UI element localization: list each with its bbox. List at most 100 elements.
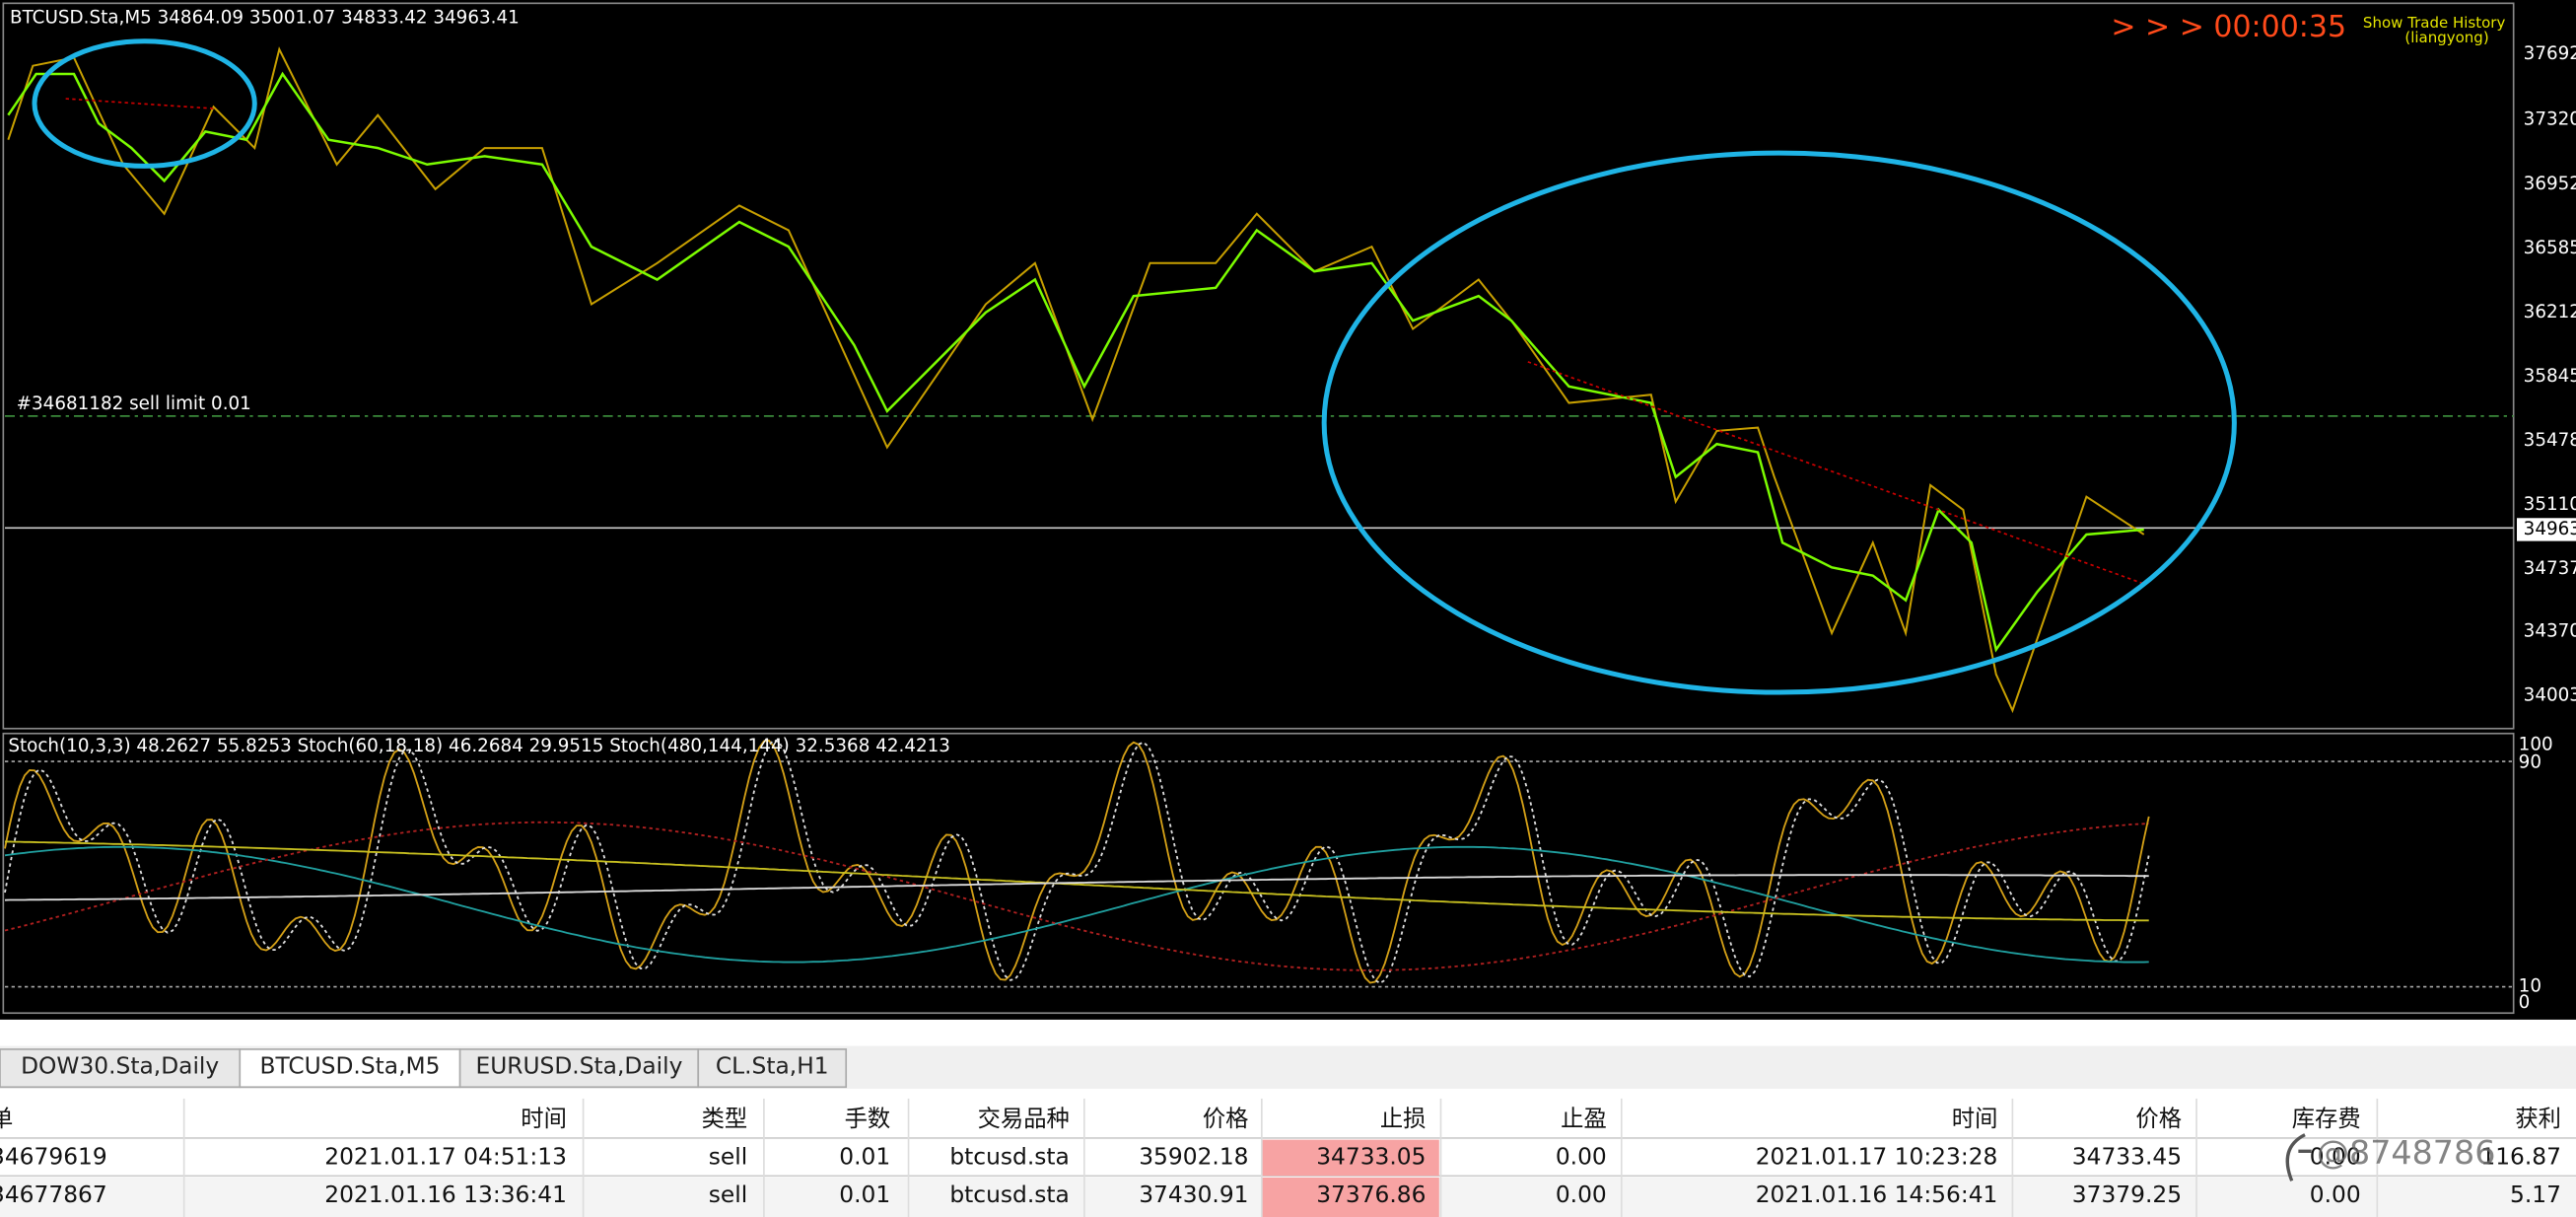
price-label: 36585 bbox=[2524, 238, 2576, 258]
cell: 2021.01.16 14:56:41 bbox=[1756, 1181, 1998, 1208]
price-label: 34737 bbox=[2524, 558, 2576, 579]
column-header: 时间 bbox=[521, 1105, 567, 1132]
symbol-info: BTCUSD.Sta,M5 34864.09 35001.07 34833.42… bbox=[10, 7, 520, 28]
tab-label[interactable]: EURUSD.Sta,Daily bbox=[475, 1052, 682, 1080]
stoch-line bbox=[4, 739, 2150, 984]
cell: 116.87 bbox=[2480, 1142, 2561, 1170]
price-label: 36212 bbox=[2524, 302, 2576, 322]
stoch-line bbox=[4, 874, 2149, 901]
time-label: 17 Jan 06:05 bbox=[1644, 1021, 1759, 1041]
time-label: 17 Jan 04:45 bbox=[1518, 1021, 1633, 1041]
time-label: 17 Jan 00:45 bbox=[1139, 1021, 1253, 1041]
column-header: 价格 bbox=[2135, 1105, 2182, 1132]
cell: 2021.01.17 04:51:13 bbox=[324, 1142, 567, 1170]
price-label: 35110 bbox=[2524, 494, 2576, 515]
price-label: 34370 bbox=[2524, 620, 2576, 641]
cell: 2021.01.17 10:23:28 bbox=[1756, 1142, 1998, 1170]
column-header: 单 bbox=[0, 1105, 13, 1132]
cell: 2021.01.16 13:36:41 bbox=[324, 1181, 567, 1208]
time-label: 16 Jan 19:25 bbox=[634, 1021, 748, 1041]
tab[interactable] bbox=[239, 1048, 461, 1089]
column-header: 价格 bbox=[1203, 1105, 1249, 1132]
cell: 0.00 bbox=[1556, 1142, 1607, 1170]
time-label: 17 Jan 02:05 bbox=[1265, 1021, 1379, 1041]
tab[interactable] bbox=[458, 1048, 700, 1089]
stoch-line bbox=[4, 739, 2150, 984]
tab-label[interactable]: BTCUSD.Sta,M5 bbox=[259, 1052, 440, 1080]
time-label: 17 Jan 10:05 bbox=[2023, 1021, 2137, 1041]
time-label: 17 Jan 07:25 bbox=[1771, 1021, 1885, 1041]
time-label: 16 Jan 2021 bbox=[3, 1021, 111, 1041]
price-label: 36952 bbox=[2524, 174, 2576, 194]
time-label: 16 Jan 22:05 bbox=[886, 1021, 1001, 1041]
tab-label[interactable]: DOW30.Sta,Daily bbox=[21, 1052, 219, 1080]
time-label: 16 Jan 20:45 bbox=[760, 1021, 874, 1041]
watermark: @8748786 bbox=[2317, 1133, 2496, 1172]
cell: sell bbox=[709, 1142, 747, 1170]
price-label: 37320 bbox=[2524, 109, 2576, 130]
stoch-line bbox=[4, 840, 2149, 922]
chart-bg bbox=[0, 0, 2576, 1020]
price-label: 35845 bbox=[2524, 366, 2576, 387]
cell: 34679619 bbox=[0, 1142, 107, 1170]
cell: 34733.45 bbox=[2072, 1142, 2182, 1170]
cell: 5.17 bbox=[2510, 1181, 2561, 1208]
column-header: 止盈 bbox=[1561, 1105, 1607, 1132]
column-header: 止损 bbox=[1380, 1105, 1427, 1132]
main-frame bbox=[2, 2, 2515, 730]
current-price-box bbox=[2517, 518, 2576, 541]
cell: 0.01 bbox=[839, 1181, 890, 1208]
highlight-ellipse bbox=[1321, 150, 2237, 695]
history-link[interactable]: Show Trade History bbox=[2363, 14, 2506, 32]
cell: 0.00 bbox=[2310, 1142, 2361, 1170]
table-header bbox=[0, 1098, 2576, 1138]
watermark-logo bbox=[2285, 1133, 2312, 1181]
stoch-line bbox=[4, 821, 2149, 971]
level-label: 100 bbox=[2519, 734, 2553, 754]
timer: > > > 00:00:35 bbox=[2111, 10, 2346, 44]
sl-cell bbox=[1261, 1177, 1439, 1217]
sl-cell bbox=[1261, 1139, 1439, 1177]
column-header: 时间 bbox=[1952, 1105, 1998, 1132]
tab-label[interactable]: CL.Sta,H1 bbox=[716, 1052, 829, 1080]
time-label: 16 Jan 15:25 bbox=[254, 1021, 369, 1041]
history-user: (liangyong) bbox=[2404, 29, 2488, 46]
indicator-frame bbox=[2, 732, 2515, 1015]
time-label: 17 Jan 03:25 bbox=[1391, 1021, 1505, 1041]
order-label: #34681182 sell limit 0.01 bbox=[17, 394, 251, 414]
level-label: 90 bbox=[2519, 752, 2541, 773]
time-label: 16 Jan 23:25 bbox=[1012, 1021, 1127, 1041]
price-label: 37692 bbox=[2524, 43, 2576, 64]
time-label: 17 Jan 11:25 bbox=[2149, 1021, 2263, 1041]
level-label: 10 bbox=[2519, 976, 2541, 997]
cell: 0.00 bbox=[2310, 1181, 2361, 1208]
price-candles bbox=[7, 71, 2144, 653]
tab[interactable] bbox=[0, 1048, 242, 1089]
level-label: 0 bbox=[2519, 992, 2531, 1013]
column-header: 获利 bbox=[2515, 1105, 2561, 1132]
trade-line bbox=[65, 98, 214, 109]
cell: 34677867 bbox=[0, 1181, 107, 1208]
column-header: 手数 bbox=[845, 1105, 891, 1132]
current-price: 34963 bbox=[2524, 519, 2576, 539]
column-header: 类型 bbox=[702, 1105, 748, 1132]
cell: btcusd.sta bbox=[949, 1181, 1070, 1208]
cell: btcusd.sta bbox=[949, 1142, 1070, 1170]
stochastic-lines bbox=[4, 739, 2150, 984]
cell: 37376.86 bbox=[1316, 1181, 1426, 1208]
price-label: 34003 bbox=[2524, 684, 2576, 705]
highlight-ellipse bbox=[32, 38, 257, 169]
tab[interactable] bbox=[697, 1048, 848, 1089]
price-label: 35478 bbox=[2524, 430, 2576, 451]
cell: 34733.05 bbox=[1316, 1142, 1426, 1170]
trade-line bbox=[1527, 361, 2145, 585]
time-label: 17 Jan 08:45 bbox=[1897, 1021, 2011, 1041]
time-label: 16 Jan 14:05 bbox=[128, 1021, 243, 1041]
cell: 37430.91 bbox=[1139, 1181, 1248, 1208]
zigzag bbox=[7, 46, 2145, 714]
column-header: 交易品种 bbox=[978, 1105, 1070, 1132]
cell: 37379.25 bbox=[2072, 1181, 2182, 1208]
cell: sell bbox=[709, 1181, 747, 1208]
time-label: 16 Jan 18:05 bbox=[507, 1021, 621, 1041]
